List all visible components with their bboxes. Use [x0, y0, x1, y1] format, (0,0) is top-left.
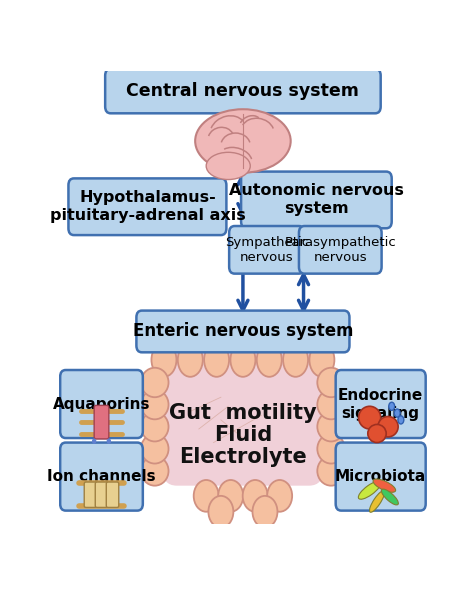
Ellipse shape: [218, 480, 243, 512]
Ellipse shape: [107, 438, 111, 444]
Ellipse shape: [359, 406, 381, 429]
Text: Fluid: Fluid: [214, 425, 272, 445]
Text: Endocrine
signaling: Endocrine signaling: [338, 388, 423, 421]
Text: Parasympathetic
nervous: Parasympathetic nervous: [284, 236, 396, 264]
FancyBboxPatch shape: [60, 442, 143, 511]
Ellipse shape: [141, 434, 169, 464]
FancyBboxPatch shape: [299, 226, 382, 274]
Text: Microbiota: Microbiota: [335, 469, 426, 484]
FancyBboxPatch shape: [95, 482, 108, 508]
FancyBboxPatch shape: [162, 350, 324, 486]
FancyBboxPatch shape: [60, 370, 143, 438]
FancyBboxPatch shape: [94, 405, 109, 439]
Text: Sympathetic
nervous: Sympathetic nervous: [225, 236, 309, 264]
Ellipse shape: [195, 109, 291, 173]
FancyBboxPatch shape: [68, 178, 227, 235]
Text: Ion channels: Ion channels: [47, 469, 156, 484]
Ellipse shape: [317, 368, 345, 397]
FancyBboxPatch shape: [105, 69, 381, 113]
Text: Aquaporins: Aquaporins: [53, 396, 150, 412]
Text: Hypothalamus-
pituitary-adrenal axis: Hypothalamus- pituitary-adrenal axis: [50, 190, 245, 223]
Ellipse shape: [206, 153, 250, 180]
Ellipse shape: [378, 416, 398, 437]
Ellipse shape: [209, 496, 233, 528]
FancyBboxPatch shape: [137, 310, 349, 352]
FancyBboxPatch shape: [336, 370, 426, 438]
Ellipse shape: [152, 343, 176, 377]
FancyBboxPatch shape: [106, 482, 119, 508]
Ellipse shape: [204, 343, 229, 377]
Ellipse shape: [230, 343, 255, 377]
FancyBboxPatch shape: [229, 226, 304, 274]
Ellipse shape: [283, 343, 308, 377]
Ellipse shape: [370, 491, 384, 512]
Text: Autonomic nervous
system: Autonomic nervous system: [229, 183, 404, 216]
Ellipse shape: [398, 416, 404, 424]
Ellipse shape: [310, 343, 334, 377]
Ellipse shape: [317, 412, 345, 441]
FancyBboxPatch shape: [241, 171, 392, 229]
Ellipse shape: [368, 425, 386, 442]
Ellipse shape: [253, 496, 277, 528]
Ellipse shape: [141, 368, 169, 397]
Ellipse shape: [243, 480, 268, 512]
FancyBboxPatch shape: [336, 442, 426, 511]
Ellipse shape: [141, 456, 169, 486]
Ellipse shape: [257, 343, 282, 377]
Ellipse shape: [92, 438, 96, 444]
FancyBboxPatch shape: [84, 482, 97, 508]
Text: Central nervous system: Central nervous system: [127, 82, 359, 100]
Ellipse shape: [394, 409, 400, 417]
Ellipse shape: [194, 480, 219, 512]
Ellipse shape: [317, 434, 345, 464]
Text: Gut  motility: Gut motility: [169, 403, 317, 423]
Ellipse shape: [141, 412, 169, 441]
Ellipse shape: [389, 402, 395, 411]
Ellipse shape: [317, 456, 345, 486]
Text: Electrolyte: Electrolyte: [179, 446, 307, 466]
Ellipse shape: [178, 343, 203, 377]
Ellipse shape: [373, 479, 396, 492]
Ellipse shape: [358, 481, 381, 499]
Ellipse shape: [382, 489, 398, 505]
Text: Enteric nervous system: Enteric nervous system: [133, 322, 353, 340]
Ellipse shape: [317, 390, 345, 419]
Ellipse shape: [141, 390, 169, 419]
Ellipse shape: [267, 480, 292, 512]
